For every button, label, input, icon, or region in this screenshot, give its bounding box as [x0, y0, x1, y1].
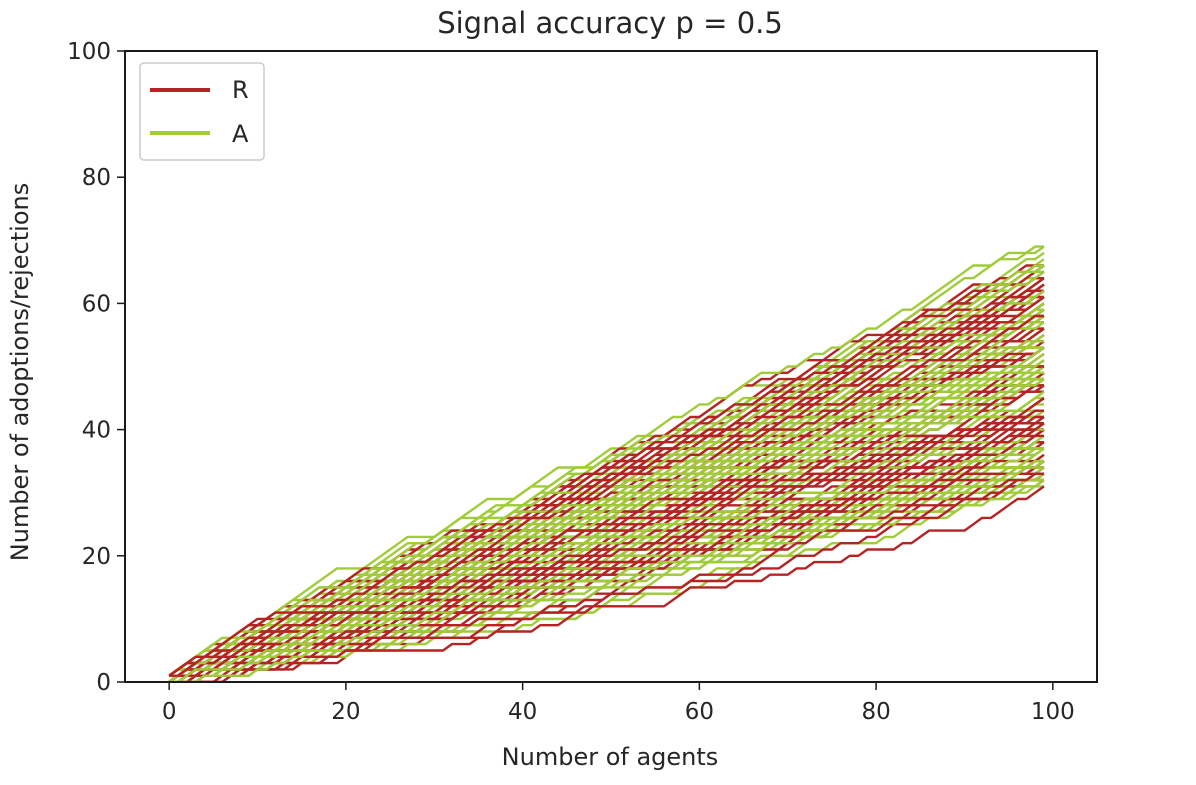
y-tick-label: 20 [82, 544, 111, 570]
legend: R A [139, 62, 265, 161]
series-r-line [168, 422, 1044, 677]
y-tick-label: 100 [67, 39, 111, 65]
y-tick-label: 0 [96, 670, 111, 696]
x-axis: 0 20 40 60 80 100 [162, 682, 1075, 725]
plot-frame [124, 50, 1098, 683]
y-axis: 0 20 40 60 80 100 [67, 39, 125, 696]
series-r-line [168, 434, 1044, 682]
y-axis-label: Number of adoptions/rejections [6, 183, 34, 561]
series-a-line [169, 459, 1044, 682]
y-tick-label: 40 [82, 418, 111, 444]
series-r-line [169, 472, 1044, 677]
x-tick-label: 60 [685, 699, 714, 725]
series-r-line [169, 314, 1044, 677]
series-r-line [169, 478, 1044, 682]
series-r-line [168, 422, 1045, 682]
x-tick-label: 0 [162, 699, 177, 725]
series-a-line [168, 447, 1044, 682]
series-r-line [168, 283, 1045, 682]
y-tick-label: 80 [82, 165, 111, 191]
series-r-line [168, 472, 1044, 677]
legend-label-r: R [232, 76, 249, 104]
x-axis-label: Number of agents [502, 743, 719, 771]
trajectory-lines [168, 245, 1045, 682]
legend-label-a: A [232, 120, 249, 148]
legend-box [139, 62, 265, 161]
series-r-line [168, 277, 1045, 682]
x-tick-label: 80 [861, 699, 890, 725]
chart-title: Signal accuracy p = 0.5 [437, 6, 783, 40]
y-tick-label: 60 [82, 291, 111, 317]
x-tick-label: 100 [1031, 699, 1075, 725]
x-tick-label: 20 [331, 699, 360, 725]
x-tick-label: 40 [508, 699, 537, 725]
series-a-line [169, 321, 1045, 682]
series-a-line [168, 371, 1044, 677]
